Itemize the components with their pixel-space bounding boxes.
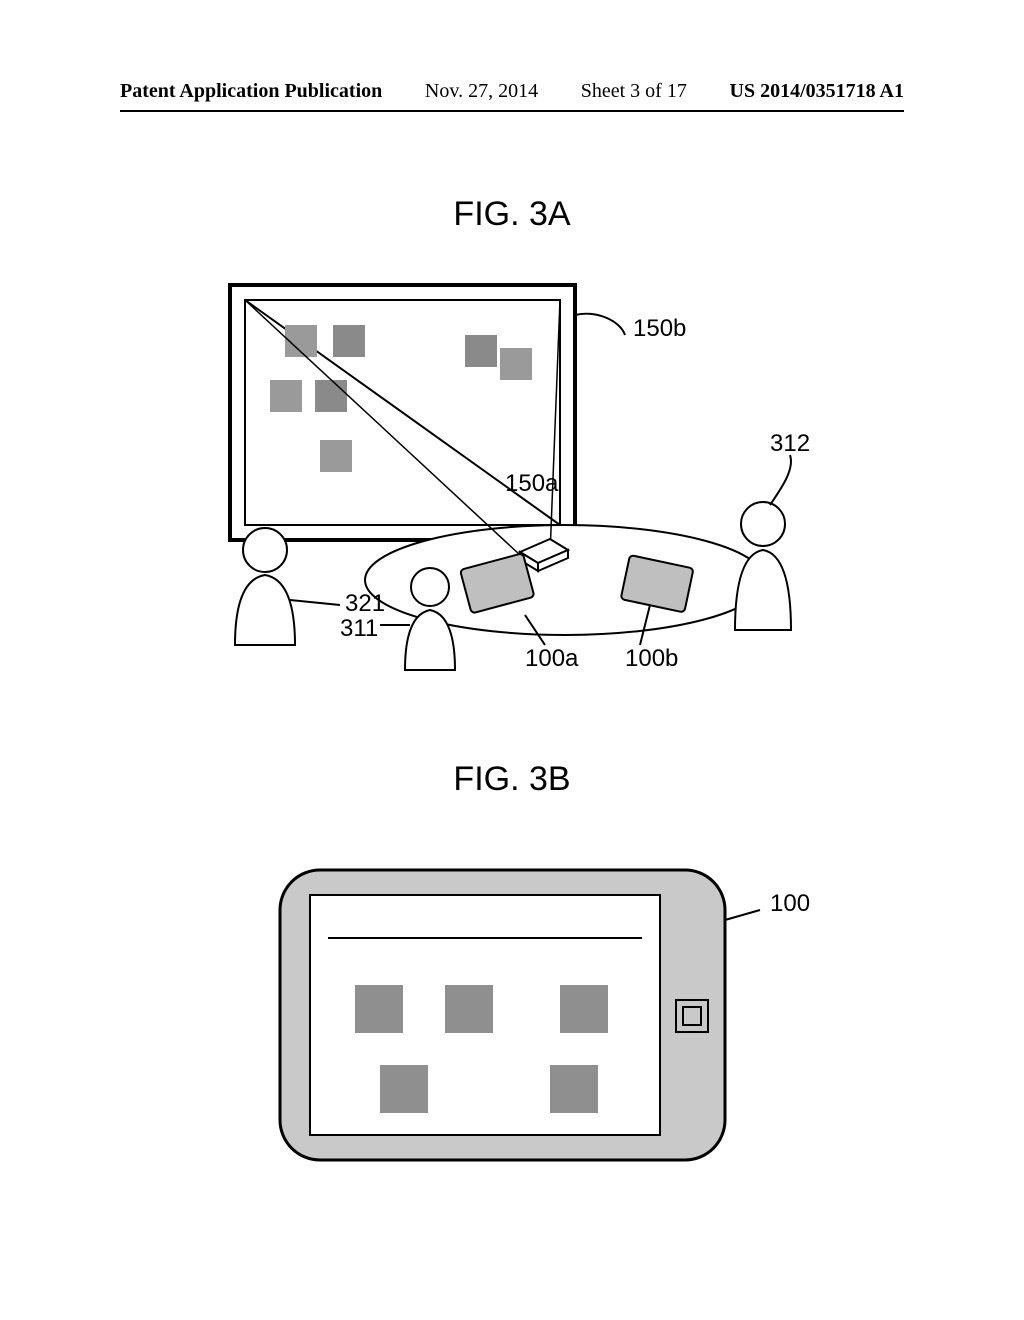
label-100: 100 [770, 890, 810, 918]
fig-3a-title: FIG. 3A [0, 195, 1024, 234]
label-100a: 100a [525, 645, 578, 673]
publication-date: Nov. 27, 2014 [425, 80, 538, 103]
label-100b: 100b [625, 645, 678, 673]
header-rule [120, 110, 904, 112]
publication-number: US 2014/0351718 A1 [730, 80, 904, 103]
figure-3b: 100 [260, 850, 810, 1200]
figure-3a: 150b 150a 312 321 311 100a 100b [225, 280, 825, 680]
sheet-number: Sheet 3 of 17 [581, 80, 687, 103]
publication-label: Patent Application Publication [120, 80, 382, 103]
label-150b: 150b [633, 315, 686, 343]
page-header: Patent Application Publication Nov. 27, … [0, 80, 1024, 103]
label-311: 311 [340, 615, 378, 643]
label-321: 321 [345, 590, 385, 618]
fig-3b-title: FIG. 3B [0, 760, 1024, 799]
label-312: 312 [770, 430, 810, 458]
label-150a: 150a [505, 470, 558, 498]
